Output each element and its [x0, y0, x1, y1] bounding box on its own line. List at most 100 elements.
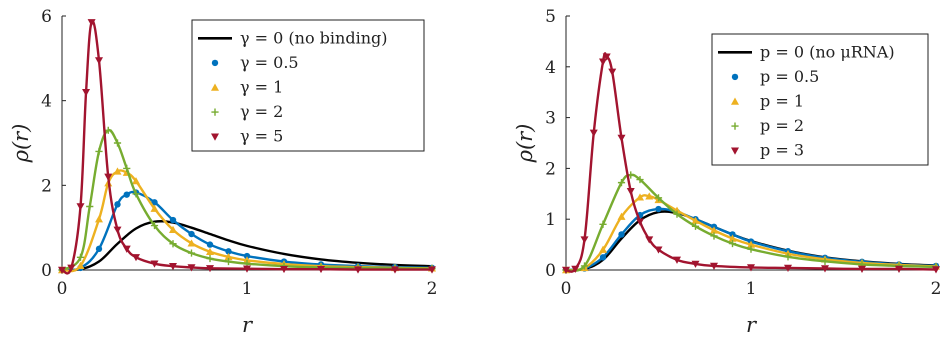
data-point — [187, 249, 196, 257]
data-point — [151, 199, 158, 206]
legend-swatch — [731, 73, 739, 81]
data-point — [617, 212, 626, 220]
data-point — [95, 147, 103, 156]
data-point — [317, 265, 325, 274]
legend-label: γ = 5 — [240, 127, 283, 146]
y-tick-labels: 0 2 4 6 — [41, 7, 52, 281]
data-point — [599, 220, 607, 228]
data-point — [654, 194, 663, 202]
x-axis-label: r — [242, 313, 254, 337]
legend-swatch — [211, 108, 219, 116]
data-point — [123, 191, 130, 198]
data-point — [391, 266, 399, 274]
y-tick-label: 4 — [545, 58, 556, 78]
data-point — [132, 254, 140, 262]
data-point — [636, 193, 644, 201]
legend-item: γ = 0.5 — [211, 53, 299, 72]
data-point — [243, 265, 251, 273]
data-point — [243, 256, 251, 264]
data-point — [728, 234, 737, 242]
chart-gamma: 0 2 4 6 0 1 2 r ρ(r) γ = 0 (no binding) γ = 0.… — [9, 7, 437, 337]
legend-label: p = 2 — [760, 116, 804, 135]
data-point — [710, 262, 718, 270]
x-tick-label: 2 — [931, 279, 942, 299]
legend-item: p = 1 — [731, 92, 804, 111]
data-point — [169, 216, 177, 224]
data-point — [76, 253, 85, 261]
y-axis-label: ρ(r) — [513, 124, 537, 164]
data-point — [895, 265, 903, 273]
data-point — [58, 266, 66, 274]
data-point — [617, 134, 626, 142]
legend-item: γ = 2 — [211, 102, 283, 121]
series-2 — [562, 192, 940, 274]
legend-swatch — [731, 97, 739, 105]
data-point — [187, 264, 196, 272]
series-line — [60, 220, 434, 272]
data-point — [104, 173, 113, 181]
data-point — [113, 139, 122, 147]
data-point — [169, 262, 177, 271]
data-point — [132, 190, 140, 198]
y-tick-labels: 0 1 2 3 4 5 — [545, 7, 556, 281]
legend: p = 0 (no μRNA) p = 0.5 p = 1 p = 2 p = 3 — [711, 33, 929, 166]
legend-label: p = 0.5 — [760, 67, 819, 86]
legend-item: γ = 1 — [211, 78, 283, 97]
data-point — [784, 264, 792, 272]
data-point — [428, 266, 436, 274]
data-point — [589, 129, 598, 137]
data-point — [673, 256, 681, 264]
data-point — [95, 57, 103, 65]
data-point — [673, 210, 681, 218]
x-tick-label: 0 — [57, 279, 68, 299]
data-point — [821, 265, 829, 273]
data-point — [710, 232, 718, 240]
data-point — [86, 202, 94, 211]
y-tick-label: 2 — [41, 176, 52, 196]
x-tick-label: 1 — [242, 279, 253, 299]
data-point — [571, 265, 580, 273]
y-tick-label: 6 — [41, 7, 52, 27]
data-point — [225, 248, 232, 255]
data-point — [95, 215, 103, 223]
legend-label: p = 3 — [760, 141, 804, 160]
data-point — [691, 222, 700, 230]
x-tick-label: 2 — [427, 279, 438, 299]
data-point — [150, 260, 159, 268]
data-point — [82, 89, 91, 97]
data-point — [602, 53, 611, 61]
data-point — [150, 204, 159, 212]
data-point — [169, 225, 177, 233]
y-tick-label: 0 — [41, 261, 52, 281]
legend-box — [191, 19, 425, 152]
data-point — [728, 239, 737, 248]
data-point — [932, 266, 940, 274]
data-point — [354, 266, 362, 274]
data-point — [206, 265, 214, 273]
legend-item: γ = 0 (no binding) — [198, 28, 387, 47]
data-point — [67, 264, 76, 272]
y-tick-label: 4 — [41, 92, 52, 112]
data-point — [599, 245, 607, 253]
legend-swatch — [731, 147, 739, 155]
data-point — [188, 230, 195, 238]
data-point — [95, 245, 103, 253]
data-point — [617, 179, 626, 187]
legend-item: γ = 5 — [211, 127, 283, 146]
series-group — [562, 52, 940, 274]
data-point — [655, 205, 662, 213]
data-point — [580, 236, 589, 244]
x-tick-labels: 0 1 2 — [561, 279, 942, 299]
data-point — [636, 218, 644, 226]
data-point — [784, 253, 792, 261]
data-point — [636, 175, 644, 184]
legend-label: γ = 0.5 — [240, 53, 299, 72]
legend-swatch — [211, 133, 219, 141]
legend-swatch — [211, 59, 219, 67]
legend-item: p = 0.5 — [731, 67, 819, 86]
y-tick-label: 2 — [545, 159, 556, 179]
legend-item: p = 3 — [731, 141, 804, 160]
legend-label: p = 1 — [760, 92, 804, 111]
data-point — [187, 239, 196, 247]
legend: γ = 0 (no binding) γ = 0.5 γ = 1 γ = 2 γ = 5 — [191, 19, 425, 152]
